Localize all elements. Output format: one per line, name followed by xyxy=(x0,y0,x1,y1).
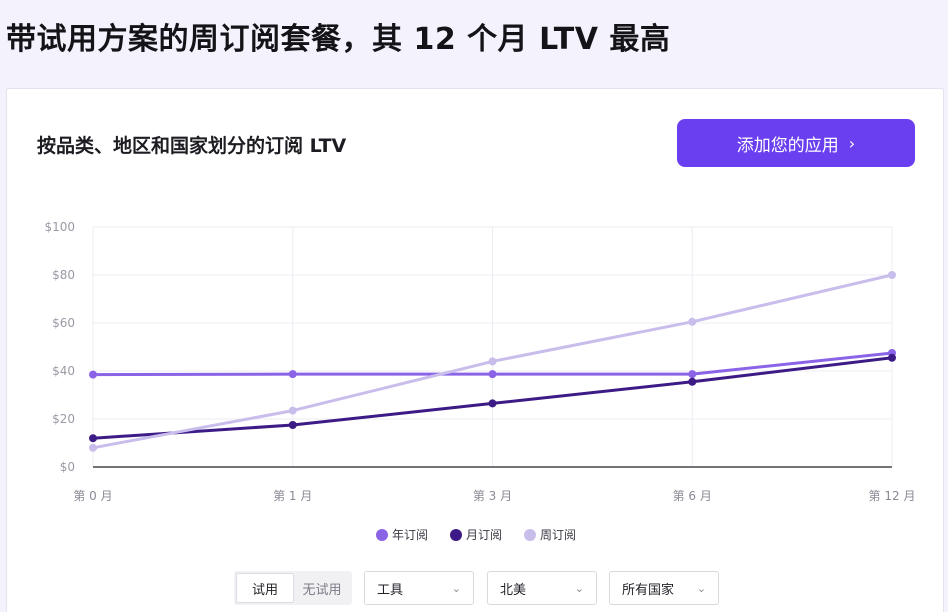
data-point xyxy=(688,377,697,386)
chart-series xyxy=(89,271,896,452)
data-point xyxy=(688,370,697,379)
region-select[interactable]: 北美 ⌄ xyxy=(487,571,597,605)
country-select-value: 所有国家 xyxy=(622,582,675,598)
y-tick-label: $100 xyxy=(44,220,75,234)
add-app-button-label: 添加您的应用 xyxy=(736,135,839,156)
y-tick-label: $20 xyxy=(52,412,75,426)
x-tick-label: 第 1 月 xyxy=(273,489,312,503)
y-tick-label: $60 xyxy=(52,316,75,330)
legend-item[interactable]: 年订阅 xyxy=(375,526,428,543)
category-select-value: 工具 xyxy=(377,582,404,598)
data-point xyxy=(888,353,896,362)
data-point xyxy=(288,370,297,379)
data-point xyxy=(288,421,297,429)
ltv-line-chart: $0 $20 $40 $60 $80 $100 第 0 月 第 1 月 第 3 月 第 6 月 第 … xyxy=(44,220,915,503)
legend-swatch xyxy=(449,528,462,541)
x-tick-label: 第 0 月 xyxy=(73,489,112,503)
data-point xyxy=(488,357,497,366)
toggle-trial[interactable]: 试用 xyxy=(236,573,294,603)
legend-swatch xyxy=(524,528,536,541)
chart-legend: 年订阅 月订阅 周订阅 xyxy=(7,526,945,543)
chevron-down-icon: ⌄ xyxy=(696,581,706,595)
data-point xyxy=(688,317,697,326)
region-select-value: 北美 xyxy=(500,582,527,598)
country-select[interactable]: 所有国家 ⌄ xyxy=(609,571,719,605)
y-tick-label: $80 xyxy=(52,268,75,282)
chart-axes: $0 $20 $40 $60 $80 $100 第 0 月 第 1 月 第 3 月 第 6 月 第 … xyxy=(44,220,915,503)
legend-item[interactable]: 月订阅 xyxy=(449,526,502,543)
filter-controls: 试用 无试用 工具 ⌄ 北美 ⌄ 所有国家 ⌄ xyxy=(7,571,945,607)
category-select[interactable]: 工具 ⌄ xyxy=(364,571,474,605)
legend-item[interactable]: 周订阅 xyxy=(524,526,576,543)
add-app-button[interactable]: 添加您的应用 › xyxy=(677,119,915,167)
y-tick-label: $0 xyxy=(60,460,75,474)
legend-swatch xyxy=(375,528,388,541)
data-point xyxy=(888,271,896,279)
x-tick-label: 第 12 月 xyxy=(869,489,916,503)
data-point xyxy=(89,370,97,379)
data-point xyxy=(488,399,497,408)
x-tick-label: 第 6 月 xyxy=(673,489,712,503)
x-tick-label: 第 3 月 xyxy=(473,489,512,503)
data-point xyxy=(89,443,97,452)
trial-toggle[interactable]: 试用 无试用 xyxy=(234,571,352,605)
card-title: 按品类、地区和国家划分的订阅 LTV xyxy=(37,135,347,157)
data-point xyxy=(488,370,497,379)
data-point xyxy=(288,406,297,415)
y-tick-label: $40 xyxy=(52,364,75,378)
chevron-right-icon: › xyxy=(848,133,856,153)
legend-label: 周订阅 xyxy=(540,528,577,542)
legend-label: 月订阅 xyxy=(465,528,502,542)
toggle-no-trial[interactable]: 无试用 xyxy=(302,582,342,598)
chevron-down-icon: ⌄ xyxy=(451,581,461,595)
legend-label: 年订阅 xyxy=(391,528,428,542)
page-title: 带试用方案的周订阅套餐，其 12 个月 LTV 最高 xyxy=(6,22,671,57)
data-point xyxy=(89,434,97,443)
chevron-down-icon: ⌄ xyxy=(574,581,584,595)
ltv-card: 按品类、地区和国家划分的订阅 LTV 添加您的应用 › $0 $20 $40 $60 $… xyxy=(6,88,944,612)
